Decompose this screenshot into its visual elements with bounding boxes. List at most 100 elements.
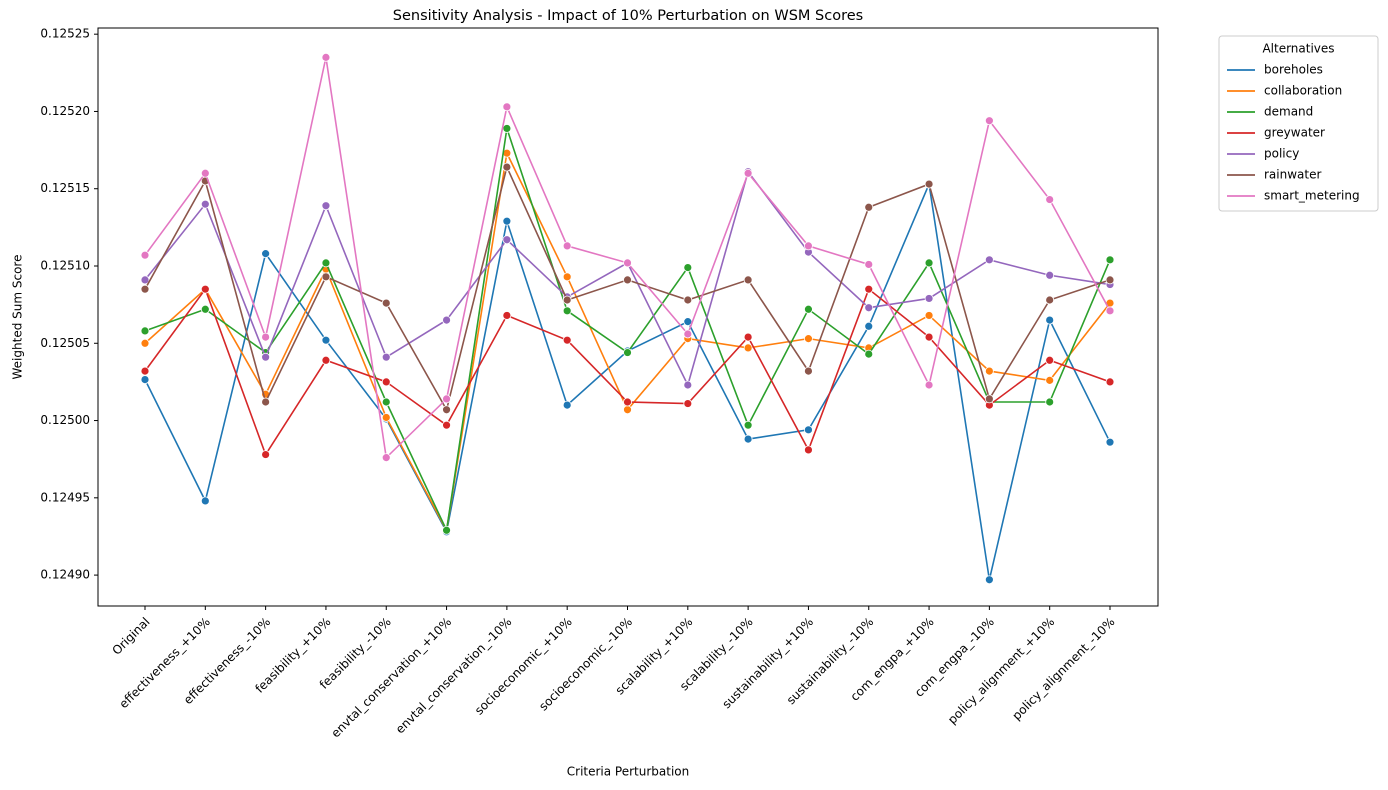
- point: [743, 332, 753, 342]
- point: [683, 329, 693, 339]
- point: [743, 168, 753, 178]
- point: [683, 295, 693, 305]
- point: [140, 284, 150, 294]
- point: [984, 255, 994, 265]
- legend-label: smart_metering: [1264, 189, 1360, 203]
- point: [743, 434, 753, 444]
- point: [623, 405, 632, 415]
- point: [562, 335, 572, 345]
- point: [502, 124, 512, 133]
- point: [261, 397, 271, 407]
- point: [562, 295, 572, 305]
- point: [562, 306, 572, 316]
- point: [140, 338, 150, 348]
- point: [261, 450, 271, 459]
- point: [261, 249, 271, 259]
- point: [502, 235, 512, 245]
- point: [140, 275, 150, 285]
- point: [442, 405, 451, 415]
- point: [261, 352, 271, 362]
- y-tick-label: 0.12510: [40, 259, 90, 273]
- point: [743, 343, 753, 353]
- point: [140, 375, 150, 384]
- series-line: [144, 181, 1111, 580]
- point: [1045, 355, 1055, 365]
- point: [1105, 306, 1115, 316]
- x-tick-label: envtal_conservation_+10%: [328, 615, 454, 741]
- point: [623, 275, 632, 285]
- chart-title: Sensitivity Analysis - Impact of 10% Per…: [393, 8, 863, 24]
- x-tick-label: policy_alignment_-10%: [1009, 615, 1117, 723]
- point: [442, 420, 451, 430]
- y-tick-label: 0.12500: [40, 413, 90, 427]
- point: [804, 241, 813, 251]
- point: [562, 241, 572, 251]
- point: [321, 258, 331, 268]
- plot-frame: [97, 27, 1159, 607]
- point: [924, 294, 934, 303]
- legend-label: policy: [1264, 147, 1299, 161]
- point: [864, 321, 874, 331]
- point: [381, 298, 391, 308]
- point: [804, 445, 813, 455]
- point: [984, 575, 994, 585]
- point: [321, 355, 331, 365]
- point: [321, 272, 331, 282]
- point: [321, 201, 331, 211]
- point: [321, 52, 331, 62]
- y-tick-label: 0.12525: [40, 27, 90, 41]
- point: [804, 425, 813, 435]
- point: [321, 335, 331, 345]
- series-line: [144, 150, 1111, 533]
- point: [261, 332, 271, 342]
- point: [1105, 437, 1115, 447]
- legend-title: Alternatives: [1262, 42, 1334, 56]
- point: [442, 525, 451, 535]
- series-line: [144, 128, 1111, 534]
- point: [1045, 195, 1055, 204]
- point: [1105, 377, 1115, 387]
- x-tick-label: Original: [109, 615, 152, 658]
- point: [140, 250, 150, 260]
- point: [924, 311, 934, 320]
- legend-label: greywater: [1264, 126, 1325, 140]
- point: [1045, 270, 1055, 280]
- point: [381, 397, 391, 407]
- point: [381, 352, 391, 362]
- point: [381, 413, 391, 422]
- y-tick-label: 0.12520: [40, 104, 90, 118]
- point: [200, 168, 210, 178]
- point: [864, 349, 874, 359]
- y-tick-label: 0.12515: [40, 181, 90, 195]
- legend-box: [1218, 35, 1379, 212]
- point: [502, 311, 512, 320]
- point: [924, 380, 934, 390]
- point: [623, 397, 632, 407]
- point: [804, 366, 813, 376]
- point: [924, 332, 934, 342]
- point: [562, 400, 572, 410]
- point: [562, 272, 572, 282]
- point: [984, 116, 994, 126]
- point: [1045, 315, 1055, 325]
- point: [200, 496, 210, 506]
- point: [502, 162, 512, 172]
- point: [924, 179, 934, 189]
- point: [804, 304, 813, 314]
- point: [1105, 255, 1115, 265]
- legend-label: collaboration: [1264, 84, 1342, 98]
- point: [140, 366, 150, 376]
- y-axis-label: Weighted Sum Score: [11, 255, 25, 380]
- point: [864, 260, 874, 269]
- y-tick-label: 0.12490: [40, 568, 90, 582]
- point: [502, 216, 512, 226]
- point: [984, 366, 994, 376]
- x-tick-label: policy_alignment_+10%: [945, 615, 1057, 727]
- y-tick-label: 0.12505: [40, 336, 90, 350]
- point: [1045, 375, 1055, 385]
- point: [200, 304, 210, 314]
- point: [1105, 275, 1115, 285]
- point: [924, 258, 934, 268]
- point: [683, 263, 693, 272]
- point: [683, 399, 693, 408]
